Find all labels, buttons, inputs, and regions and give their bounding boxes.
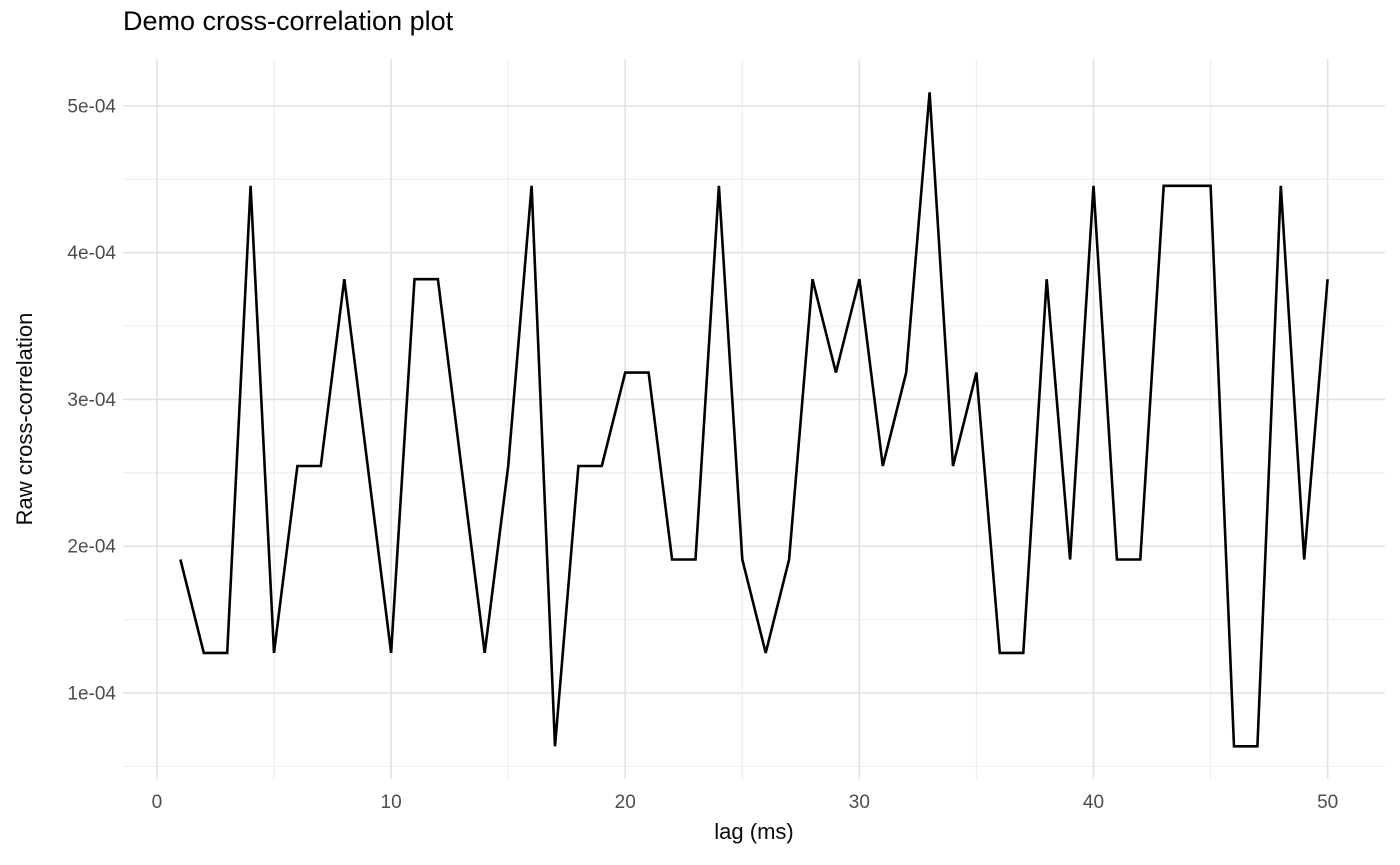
x-tick-label: 0 [152, 792, 163, 813]
gridlines-minor [123, 59, 1385, 779]
x-tick-label: 20 [615, 792, 636, 813]
y-tick-label: 2e-04 [67, 537, 116, 558]
cross-correlation-line [179, 92, 1329, 748]
x-tick-label: 30 [849, 792, 870, 813]
y-axis-title: Raw cross-correlation [12, 312, 37, 526]
y-tick-label: 5e-04 [67, 96, 116, 117]
x-axis-tick-labels: 0 10 20 30 40 50 [152, 792, 1339, 813]
data-line-group [179, 92, 1329, 748]
x-axis-title: lag (ms) [714, 819, 794, 844]
x-tick-label: 40 [1083, 792, 1104, 813]
plot-title: Demo cross-correlation plot [123, 6, 454, 36]
x-tick-label: 10 [381, 792, 402, 813]
y-tick-label: 4e-04 [67, 243, 116, 264]
y-axis-tick-labels: 1e-04 2e-04 3e-04 4e-04 5e-04 [67, 96, 116, 704]
y-tick-label: 3e-04 [67, 390, 116, 411]
gridlines-major [123, 59, 1385, 779]
x-tick-label: 50 [1317, 792, 1338, 813]
y-tick-label: 1e-04 [67, 683, 116, 704]
